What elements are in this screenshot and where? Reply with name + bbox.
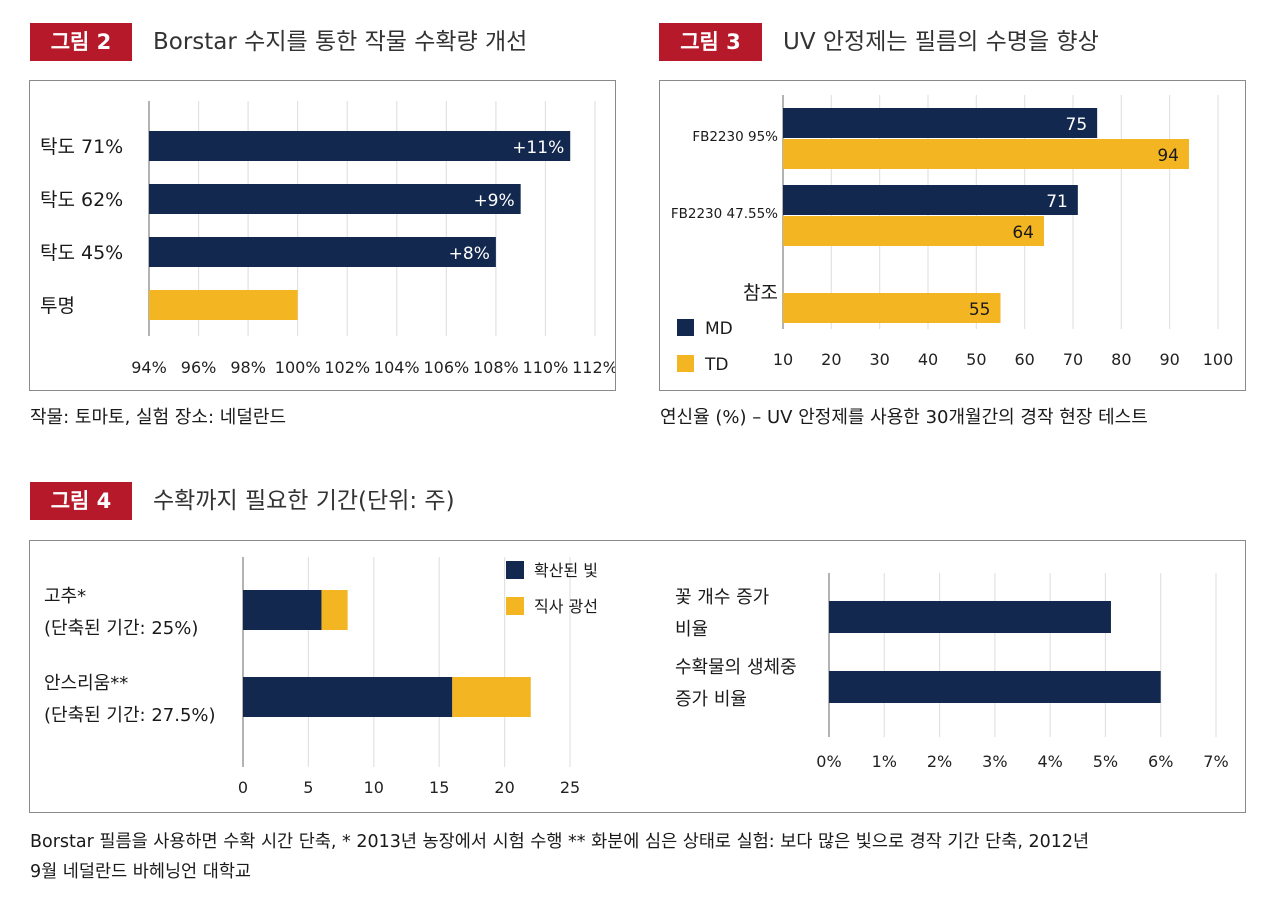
fig2-category-label: 투명	[40, 295, 75, 317]
fig3-bar	[783, 185, 1078, 215]
fig3-legend-label: MD	[705, 319, 733, 339]
fig4a-tick-label: 0	[238, 778, 248, 797]
fig3-category-label: FB2230 47.55%	[671, 206, 778, 222]
fig4a-legend-label: 직사 광선	[534, 597, 598, 616]
fig4a-tick-label: 5	[303, 778, 313, 797]
fig2-tick-label: 100%	[275, 358, 321, 377]
fig3-legend-swatch	[677, 319, 694, 336]
fig4b-category-sublabel: 비율	[675, 619, 708, 640]
fig4a-bar-segment	[243, 590, 322, 630]
fig4-badge: 그림 4	[30, 482, 132, 520]
fig3-category-label: FB2230 95%	[692, 129, 778, 145]
fig2-title: Borstar 수지를 통한 작물 수확량 개선	[153, 29, 528, 55]
fig4b-category-label: 꽃 개수 증가	[675, 587, 769, 608]
fig2-tick-label: 104%	[374, 358, 420, 377]
fig4b-category-label: 수확물의 생체중	[675, 657, 797, 678]
fig3-bar	[783, 139, 1189, 169]
fig3-tick-label: 20	[821, 350, 841, 369]
fig4-title: 수확까지 필요한 기간(단위: 주)	[153, 488, 455, 514]
fig3-tick-label: 100	[1203, 350, 1234, 369]
fig3-caption: 연신율 (%) – UV 안정제를 사용한 30개월간의 경작 현장 테스트	[660, 407, 1148, 428]
fig2-bar	[149, 184, 521, 214]
fig4-caption-line2: 9월 네덜란드 바헤닝언 대학교	[30, 862, 252, 882]
fig4a-bar-segment	[243, 677, 453, 717]
fig2-bar	[149, 237, 496, 267]
fig2-tick-label: 106%	[423, 358, 469, 377]
fig4b-category-sublabel: 증가 비율	[675, 689, 747, 710]
fig4b-tick-label: 3%	[982, 752, 1007, 771]
fig3-legend-label: TD	[704, 355, 728, 375]
fig3-tick-label: 70	[1063, 350, 1083, 369]
fig3-badge: 그림 3	[659, 23, 762, 61]
fig3-data-label: 64	[1012, 223, 1034, 243]
fig3-tick-label: 80	[1111, 350, 1131, 369]
fig2-data-label: +11%	[512, 138, 564, 158]
fig3-tick-label: 30	[869, 350, 889, 369]
fig3-chart: 10 20 30 40 50 60 70 80 90 100 FB2230 95% 75 94 FB223…	[671, 95, 1234, 375]
fig4a-tick-label: 15	[429, 778, 449, 797]
fig2-data-label: +8%	[449, 244, 490, 264]
fig2-badge: 그림 2	[30, 23, 132, 61]
fig3-data-label: 94	[1157, 146, 1179, 166]
fig3-bar	[783, 293, 1001, 323]
fig2-bar	[149, 290, 298, 320]
fig3-title: UV 안정제는 필름의 수명을 향상	[783, 29, 1099, 55]
fig4b-tick-label: 5%	[1093, 752, 1118, 771]
fig4a-bar-segment	[452, 677, 531, 717]
fig2-tick-label: 94%	[131, 358, 167, 377]
fig2-data-label: +9%	[473, 191, 514, 211]
fig3-data-label: 75	[1066, 115, 1088, 135]
fig4a-tick-label: 25	[560, 778, 580, 797]
fig3-category-label: 참조	[743, 282, 778, 304]
fig4a-bar-segment	[321, 590, 348, 630]
fig4b-tick-label: 1%	[872, 752, 897, 771]
fig2-category-label: 탁도 71%	[40, 136, 123, 158]
fig4b-bar	[829, 671, 1161, 703]
fig4a-legend-swatch	[506, 597, 524, 615]
fig3-data-label: 55	[969, 300, 991, 320]
fig2-bar	[149, 131, 571, 161]
fig2-category-label: 탁도 45%	[40, 242, 123, 264]
fig2-chart: 94% 96% 98% 100% 102% 104% 106% 108% 110% 112% 탁도 …	[40, 101, 618, 377]
fig3-bar	[783, 108, 1098, 138]
fig2-tick-label: 98%	[230, 358, 266, 377]
fig2-tick-label: 108%	[473, 358, 519, 377]
fig4a-legend-label: 확산된 빛	[534, 561, 598, 580]
fig3-data-label: 10	[751, 269, 773, 289]
fig2-tick-label: 112%	[572, 358, 615, 377]
fig4a-chart: 0 5 10 15 20 25 고추* (단축된 기간: 25%) 안스리움** (단축된 기간:…	[44, 557, 598, 797]
fig4a-tick-label: 20	[494, 778, 514, 797]
fig4b-tick-label: 6%	[1148, 752, 1173, 771]
fig4b-tick-label: 2%	[927, 752, 952, 771]
fig3-tick-label: 40	[918, 350, 938, 369]
fig2-tick-label: 102%	[324, 358, 370, 377]
fig2-category-label: 탁도 62%	[40, 189, 123, 211]
fig4a-category-label: 고추*	[44, 586, 86, 607]
fig4b-tick-label: 4%	[1037, 752, 1062, 771]
fig4a-category-sublabel: (단축된 기간: 27.5%)	[44, 705, 216, 726]
fig4a-legend-swatch	[506, 561, 524, 579]
fig4a-category-label: 안스리움**	[44, 673, 128, 694]
fig4b-bar	[829, 601, 1111, 633]
fig3-frame: 10 20 30 40 50 60 70 80 90 100 FB2230 95% 75 94 FB223…	[659, 80, 1246, 391]
fig3-tick-label: 90	[1159, 350, 1179, 369]
fig3-tick-label: 10	[773, 350, 793, 369]
fig4a-category-sublabel: (단축된 기간: 25%)	[44, 618, 198, 639]
fig4-frame: 0 5 10 15 20 25 고추* (단축된 기간: 25%) 안스리움** (단축된 기간:…	[29, 540, 1246, 813]
fig3-tick-label: 60	[1014, 350, 1034, 369]
fig3-tick-label: 50	[966, 350, 986, 369]
fig2-tick-label: 96%	[181, 358, 217, 377]
fig2-frame: 94% 96% 98% 100% 102% 104% 106% 108% 110% 112% 탁도 …	[29, 80, 618, 391]
fig3-legend-swatch	[677, 355, 694, 372]
fig2-caption: 작물: 토마토, 실험 장소: 네덜란드	[30, 407, 287, 428]
fig4a-tick-label: 10	[364, 778, 384, 797]
fig4-caption-line1: Borstar 필름을 사용하면 수확 시간 단축, * 2013년 농장에서 …	[30, 832, 1090, 852]
fig4b-tick-label: 7%	[1203, 752, 1228, 771]
fig2-tick-label: 110%	[523, 358, 569, 377]
fig4b-tick-label: 0%	[816, 752, 841, 771]
fig3-bar	[783, 216, 1044, 246]
fig3-data-label: 71	[1046, 192, 1068, 212]
